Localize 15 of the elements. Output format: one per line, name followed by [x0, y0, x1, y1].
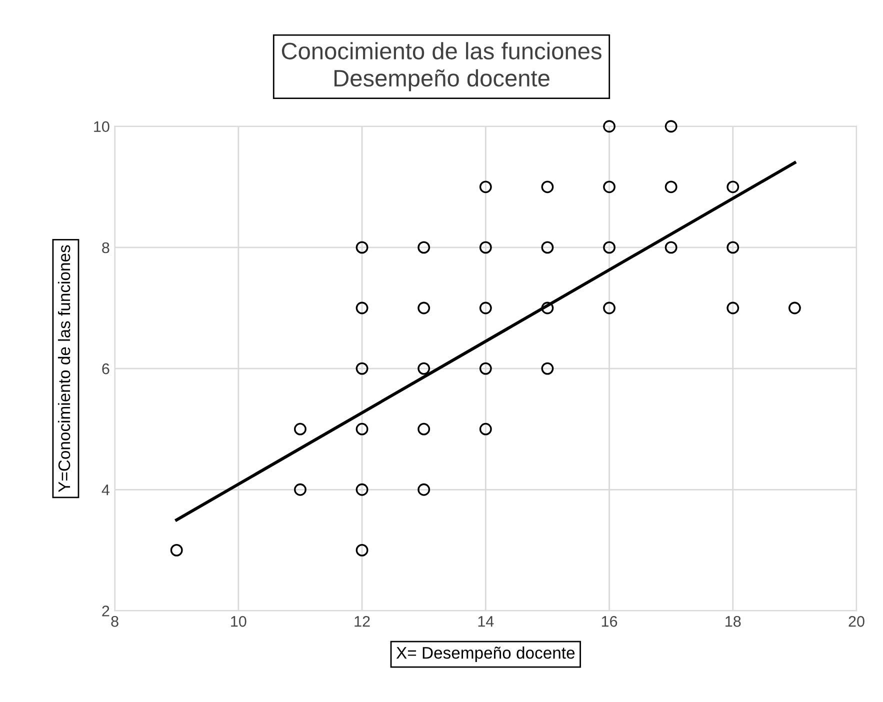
y-tick-label: 6	[102, 363, 110, 374]
x-tick-label: 12	[354, 616, 370, 627]
x-axis-title: X= Desempeño docente	[396, 646, 575, 662]
chart-title: Conocimiento de las funciones Desempeño docente	[282, 42, 602, 92]
x-tick-label: 20	[848, 616, 864, 627]
y-tick-label: 2	[102, 606, 110, 616]
y-tick-label: 10	[94, 121, 110, 132]
y-tick-label: 4	[102, 484, 110, 496]
x-tick-label: 14	[478, 616, 494, 627]
x-tick-label: 16	[602, 616, 618, 627]
y-tick-label: 8	[102, 242, 110, 254]
x-tick-label: 8	[111, 616, 118, 627]
y-axis-title: Y=Conocimiento de las funciones	[58, 245, 70, 492]
x-tick-label: 10	[231, 616, 246, 627]
x-tick-label: 18	[726, 616, 741, 627]
